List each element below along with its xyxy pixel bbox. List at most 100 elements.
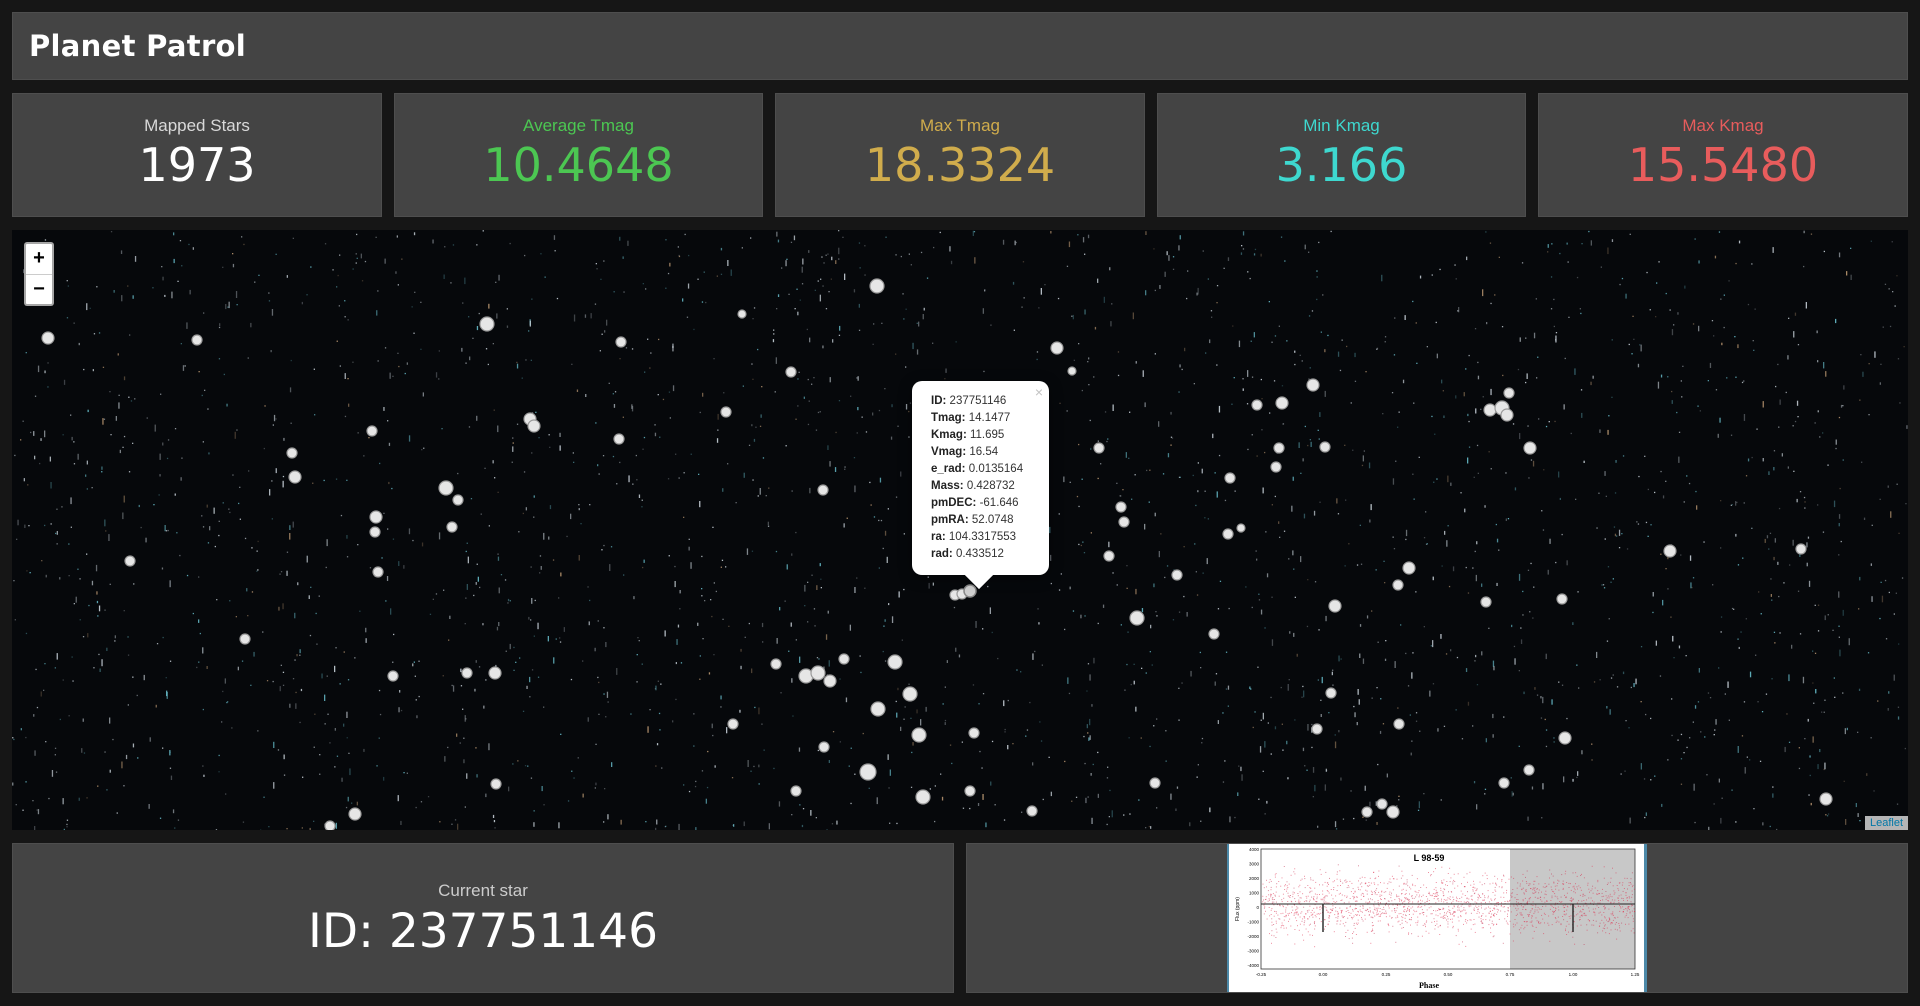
star-marker[interactable] (1026, 805, 1038, 817)
light-curve-y-tick: 0 (1256, 905, 1259, 910)
star-marker[interactable] (527, 419, 541, 433)
popup-field-rad: rad: 0.433512 (931, 548, 1004, 560)
star-marker[interactable] (887, 654, 903, 670)
popup-field-id: ID: 237751146 (931, 395, 1007, 407)
star-marker[interactable] (1663, 544, 1677, 558)
star-marker[interactable] (286, 447, 298, 459)
star-marker[interactable] (488, 666, 502, 680)
star-marker[interactable] (1208, 628, 1220, 640)
star-marker[interactable] (438, 480, 454, 496)
star-marker[interactable] (1273, 442, 1285, 454)
popup-field-kmag: Kmag: 11.695 (931, 429, 1005, 441)
zoom-in-button[interactable]: + (33, 247, 45, 269)
star-marker[interactable] (1319, 441, 1331, 453)
star-map[interactable]: + − × ID: 237751146 Tmag: 14.1477 Kmag: … (12, 230, 1908, 830)
star-marker[interactable] (790, 785, 802, 797)
star-marker[interactable] (41, 331, 55, 345)
star-marker[interactable] (288, 470, 302, 484)
star-marker[interactable] (1275, 396, 1289, 410)
star-marker[interactable] (785, 366, 797, 378)
star-marker[interactable] (1556, 593, 1568, 605)
star-marker[interactable] (479, 316, 495, 332)
star-marker[interactable] (1050, 341, 1064, 355)
star-marker[interactable] (964, 785, 976, 797)
star-marker[interactable] (1222, 528, 1234, 540)
star-marker[interactable] (1149, 777, 1161, 789)
star-marker[interactable] (124, 555, 136, 567)
star-marker[interactable] (366, 425, 378, 437)
star-marker[interactable] (1393, 718, 1405, 730)
star-marker[interactable] (838, 653, 850, 665)
star-marker[interactable] (1795, 543, 1807, 555)
star-marker[interactable] (1386, 805, 1400, 819)
star-marker[interactable] (823, 674, 837, 688)
star-marker[interactable] (1498, 777, 1510, 789)
popup-field-pmdec: pmDEC: -61.646 (931, 497, 1019, 509)
star-marker[interactable] (859, 763, 877, 781)
star-marker[interactable] (817, 484, 829, 496)
star-marker[interactable] (1067, 366, 1077, 376)
star-marker[interactable] (1558, 731, 1572, 745)
star-marker[interactable] (1392, 579, 1404, 591)
stat-mapped-stars: Mapped Stars 1973 (12, 93, 382, 217)
star-marker[interactable] (727, 718, 739, 730)
zoom-out-button[interactable]: − (26, 274, 52, 304)
selected-star-marker[interactable] (963, 584, 977, 598)
star-marker[interactable] (1251, 399, 1263, 411)
star-marker[interactable] (770, 658, 782, 670)
star-marker[interactable] (1480, 596, 1492, 608)
star-marker[interactable] (1500, 408, 1514, 422)
star-marker[interactable] (1819, 792, 1833, 806)
star-marker[interactable] (1118, 516, 1130, 528)
star-marker[interactable] (1503, 387, 1515, 399)
star-marker[interactable] (1402, 561, 1416, 575)
star-marker[interactable] (615, 336, 627, 348)
star-marker[interactable] (613, 433, 625, 445)
star-marker[interactable] (1311, 723, 1323, 735)
star-markers[interactable] (12, 230, 1908, 830)
star-marker[interactable] (191, 334, 203, 346)
star-popup: × ID: 237751146 Tmag: 14.1477 Kmag: 11.6… (912, 381, 1049, 590)
star-marker[interactable] (452, 494, 464, 506)
star-marker[interactable] (446, 521, 458, 533)
star-marker[interactable] (818, 741, 830, 753)
star-marker[interactable] (1523, 441, 1537, 455)
star-marker[interactable] (737, 309, 747, 319)
star-marker[interactable] (324, 820, 336, 830)
stat-value: 3.166 (1275, 138, 1408, 192)
star-marker[interactable] (369, 510, 383, 524)
star-marker[interactable] (1236, 523, 1246, 533)
star-marker[interactable] (1093, 442, 1105, 454)
popup-close-icon[interactable]: × (1034, 384, 1043, 400)
star-marker[interactable] (1103, 550, 1115, 562)
star-marker[interactable] (461, 667, 473, 679)
star-marker[interactable] (1224, 472, 1236, 484)
map-attribution-link[interactable]: Leaflet (1864, 816, 1908, 830)
star-marker[interactable] (810, 665, 826, 681)
star-marker[interactable] (1306, 378, 1320, 392)
star-marker[interactable] (915, 789, 931, 805)
stat-label: Max Kmag (1682, 116, 1764, 135)
star-marker[interactable] (1328, 599, 1342, 613)
star-marker[interactable] (1361, 806, 1373, 818)
star-marker[interactable] (369, 526, 381, 538)
star-marker[interactable] (239, 633, 251, 645)
star-marker[interactable] (372, 566, 384, 578)
star-marker[interactable] (720, 406, 732, 418)
star-marker[interactable] (869, 278, 885, 294)
star-marker[interactable] (1115, 501, 1127, 513)
star-marker[interactable] (348, 807, 362, 821)
star-marker[interactable] (1129, 610, 1145, 626)
star-marker[interactable] (1376, 798, 1388, 810)
star-marker[interactable] (902, 686, 918, 702)
star-marker[interactable] (490, 778, 502, 790)
star-marker[interactable] (387, 670, 399, 682)
star-marker[interactable] (870, 701, 886, 717)
star-marker[interactable] (1483, 403, 1497, 417)
star-marker[interactable] (1325, 687, 1337, 699)
star-marker[interactable] (911, 727, 927, 743)
star-marker[interactable] (1171, 569, 1183, 581)
star-marker[interactable] (1270, 461, 1282, 473)
star-marker[interactable] (1523, 764, 1535, 776)
star-marker[interactable] (968, 727, 980, 739)
